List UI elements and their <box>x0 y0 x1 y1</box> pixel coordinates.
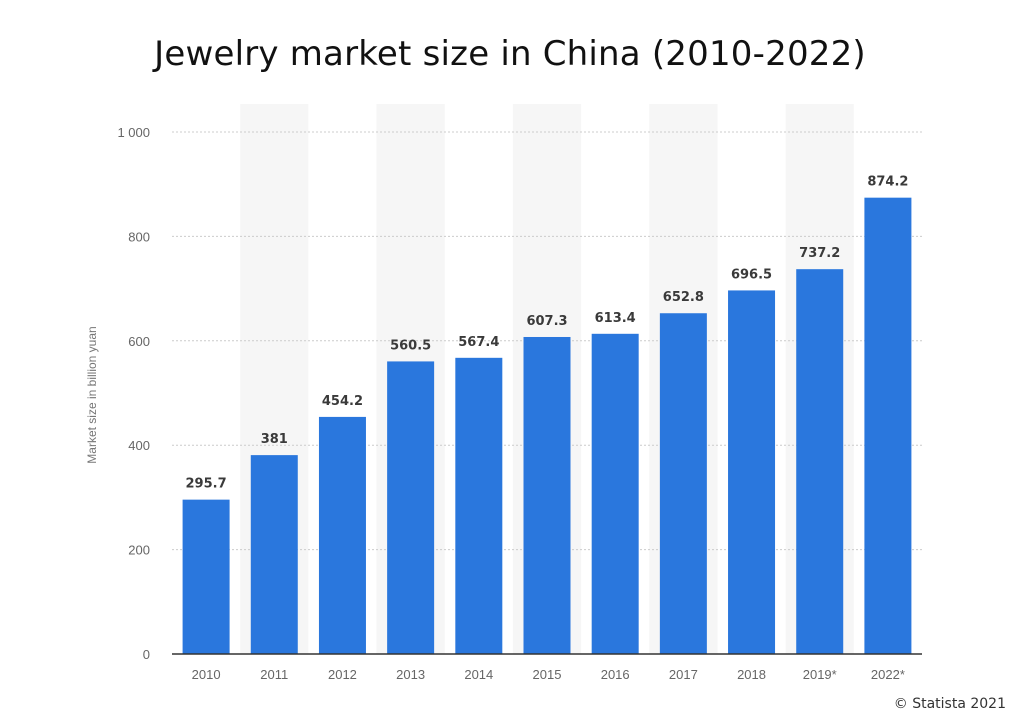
data-label: 454.2 <box>322 394 363 409</box>
bar <box>455 357 503 654</box>
y-tick-label: 200 <box>128 543 150 558</box>
data-label: 613.4 <box>595 311 636 326</box>
bar <box>864 197 912 654</box>
x-tick-label: 2011 <box>260 667 288 682</box>
x-tick-label: 2010 <box>192 667 221 682</box>
y-tick-label: 0 <box>143 647 150 662</box>
y-tick-label: 600 <box>128 334 150 349</box>
data-label: 696.5 <box>731 267 772 282</box>
x-tick-label: 2016 <box>601 667 630 682</box>
bar <box>387 361 435 654</box>
x-tick-label: 2018 <box>737 667 766 682</box>
bar <box>318 416 366 654</box>
x-tick-label: 2012 <box>328 667 357 682</box>
bar <box>659 313 707 654</box>
data-label: 737.2 <box>799 246 840 261</box>
y-tick-label: 1 000 <box>117 125 150 140</box>
data-label: 560.5 <box>390 338 431 353</box>
y-tick-label: 800 <box>128 229 150 244</box>
x-tick-label: 2019* <box>803 667 837 682</box>
chart-title: Jewelry market size in China (2010-2022) <box>154 34 866 74</box>
x-tick-label: 2013 <box>396 667 425 682</box>
data-label: 607.3 <box>526 314 567 329</box>
x-tick-label: 2015 <box>533 667 562 682</box>
data-label: 567.4 <box>458 335 499 350</box>
bar <box>182 499 230 654</box>
bar <box>796 269 844 654</box>
data-label: 652.8 <box>663 290 704 305</box>
data-label: 381 <box>261 432 288 447</box>
x-tick-label: 2014 <box>464 667 493 682</box>
bar <box>250 455 298 654</box>
data-label: 874.2 <box>867 175 908 190</box>
x-tick-label: 2017 <box>669 667 698 682</box>
y-tick-label: 400 <box>128 438 150 453</box>
x-tick-label: 2022* <box>871 667 905 682</box>
y-axis-title: Market size in billion yuan <box>85 326 99 463</box>
data-label: 295.7 <box>186 477 227 492</box>
source-credit: © Statista 2021 <box>893 696 1006 712</box>
bar <box>591 333 639 654</box>
bar <box>728 290 776 654</box>
bar <box>523 336 571 654</box>
